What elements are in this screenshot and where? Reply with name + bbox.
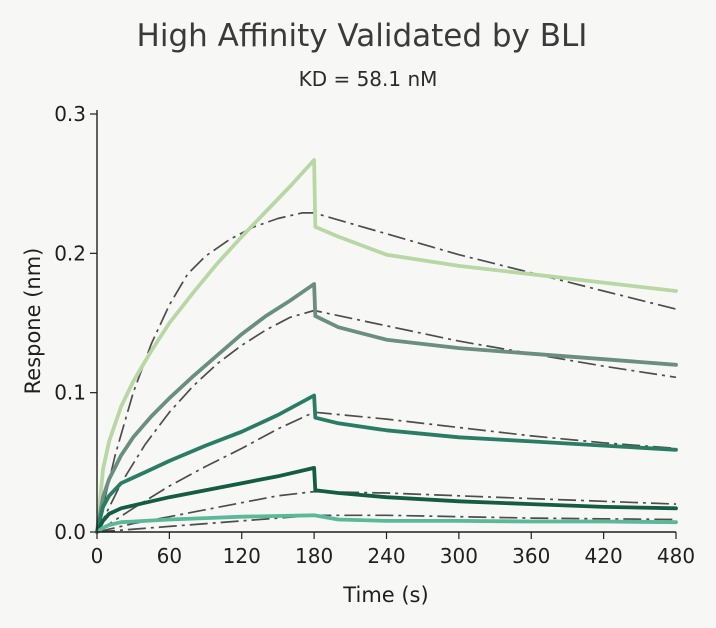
x-tick-label: 0: [91, 544, 104, 568]
y-tick-label: 0.2: [54, 241, 86, 265]
x-tick-label: 300: [440, 544, 478, 568]
measured-curves: [95, 158, 678, 534]
curve-4-line: [95, 466, 678, 534]
fit-1-line: [96, 212, 677, 533]
x-tick-label: 60: [157, 544, 182, 568]
fit-3-line: [96, 411, 677, 533]
y-axis-label: Respone (nm): [21, 248, 45, 395]
curve-3-line: [95, 393, 678, 534]
chart-subtitle: KD = 58.1 nM: [299, 67, 438, 91]
x-tick-label: 480: [657, 544, 695, 568]
x-axis-label: Time (s): [342, 583, 428, 607]
fit-4-line: [96, 490, 677, 533]
fit-curves: [96, 212, 677, 533]
y-tick-label: 0.1: [54, 381, 86, 405]
fit-5-line: [96, 514, 677, 533]
x-tick-label: 180: [295, 544, 333, 568]
x-tick-label: 240: [367, 544, 405, 568]
x-tick-label: 420: [585, 544, 623, 568]
x-tick-label: 120: [223, 544, 261, 568]
x-tick-label: 360: [512, 544, 550, 568]
y-ticks: 0.0 0.1 0.2 0.3: [54, 102, 97, 544]
curve-1-line: [95, 158, 678, 534]
chart-title: High Affinity Validated by BLI: [137, 18, 588, 54]
y-tick-label: 0.0: [54, 520, 86, 544]
curve-2-line: [95, 282, 678, 534]
y-tick-label: 0.3: [54, 102, 86, 126]
curve-5-line: [95, 513, 678, 534]
x-ticks: 0 60 120 180 240 300 360 420 480: [91, 532, 695, 568]
